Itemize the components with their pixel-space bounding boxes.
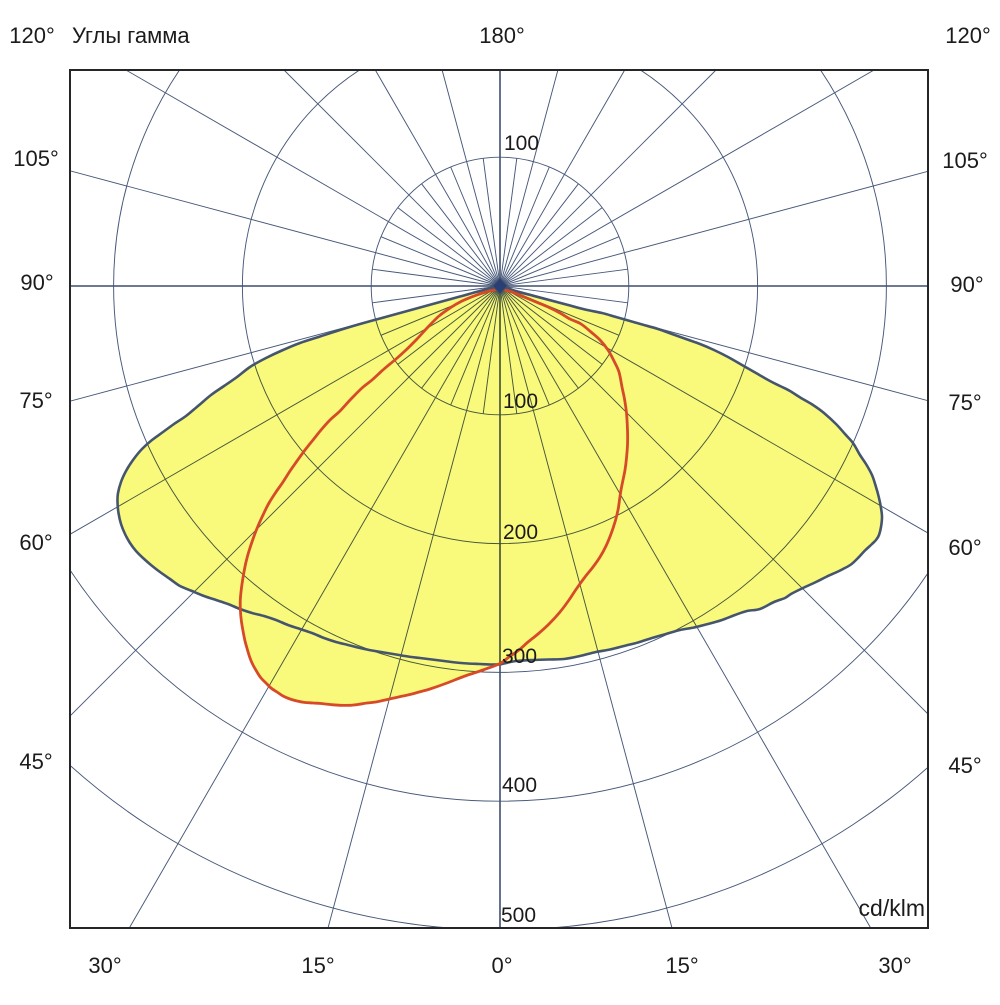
svg-text:cd/klm: cd/klm (859, 895, 925, 921)
svg-text:60°: 60° (19, 530, 52, 555)
svg-text:30°: 30° (88, 953, 121, 978)
svg-text:15°: 15° (665, 953, 698, 978)
svg-text:100: 100 (504, 132, 539, 155)
svg-text:90°: 90° (950, 272, 983, 297)
svg-text:300: 300 (502, 645, 537, 668)
svg-text:120°: 120° (9, 23, 55, 48)
svg-text:15°: 15° (301, 953, 334, 978)
svg-text:500: 500 (501, 904, 536, 927)
svg-text:45°: 45° (19, 749, 52, 774)
svg-text:0°: 0° (491, 953, 512, 978)
svg-text:30°: 30° (878, 953, 911, 978)
svg-text:60°: 60° (948, 535, 981, 560)
svg-text:45°: 45° (948, 753, 981, 778)
svg-text:105°: 105° (13, 146, 59, 171)
svg-text:120°: 120° (945, 23, 991, 48)
svg-text:100: 100 (503, 390, 538, 413)
svg-text:105°: 105° (942, 148, 988, 173)
svg-text:400: 400 (502, 774, 537, 797)
svg-text:200: 200 (503, 521, 538, 544)
svg-text:Углы гамма: Углы гамма (72, 23, 190, 48)
svg-text:75°: 75° (19, 388, 52, 413)
svg-text:90°: 90° (20, 270, 53, 295)
svg-text:180°: 180° (479, 23, 525, 48)
svg-text:75°: 75° (948, 390, 981, 415)
